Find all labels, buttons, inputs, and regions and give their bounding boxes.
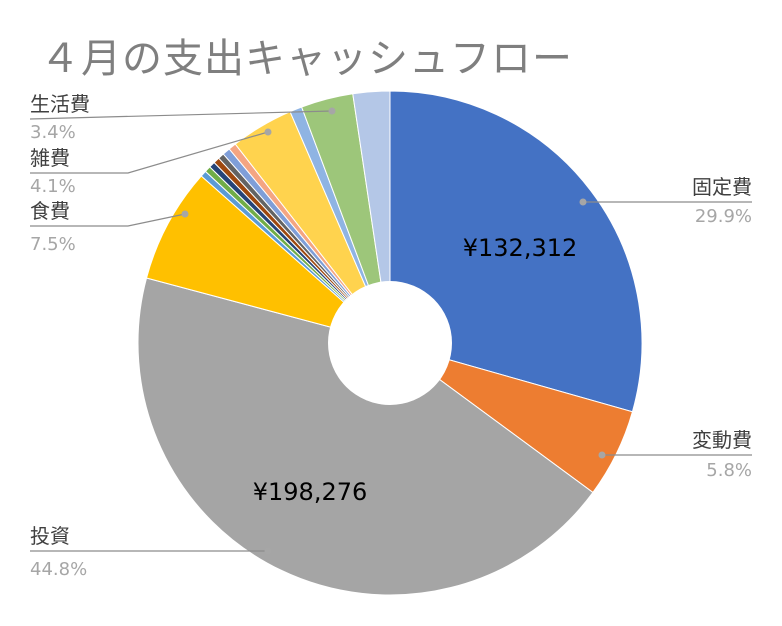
chart-title: ４月の支出キャッシュフロー [40, 36, 573, 82]
slice-label-name-2: 投資 [30, 524, 70, 548]
pie-slice-0 [389, 90, 643, 413]
slice-label-percent-2: 44.8% [30, 559, 87, 580]
slice-label-name-1: 変動費 [692, 428, 752, 452]
donut-hole [328, 281, 452, 405]
slice-label-percent-11: 4.1% [30, 176, 76, 197]
slice-label-name-13: 生活費 [30, 92, 90, 116]
leader-dot-1 [598, 451, 606, 459]
slice-label-name-3: 食費 [30, 199, 70, 223]
pie-slice-2 [137, 277, 594, 596]
leader-line-13 [29, 110, 333, 120]
leader-dot-11 [264, 128, 272, 136]
slice-label-percent-13: 3.4% [30, 122, 76, 143]
slice-value-label-0: ¥132,312 [463, 234, 578, 262]
leader-dot-2 [264, 547, 272, 555]
slice-label-name-0: 固定費 [692, 175, 752, 199]
leader-dot-13 [328, 107, 336, 115]
leader-line-11 [30, 131, 269, 174]
leader-line-3 [30, 213, 186, 227]
pie-slice-3 [145, 175, 391, 344]
slice-label-name-11: 雑費 [30, 146, 70, 170]
slice-label-percent-1: 5.8% [706, 460, 752, 481]
slice-label-percent-3: 7.5% [30, 234, 76, 255]
pie-slice-14 [352, 90, 391, 344]
slice-label-percent-0: 29.9% [695, 206, 752, 227]
slice-value-label-2: ¥198,276 [253, 478, 368, 506]
leader-dot-3 [181, 210, 189, 218]
leader-dot-0 [579, 198, 587, 206]
